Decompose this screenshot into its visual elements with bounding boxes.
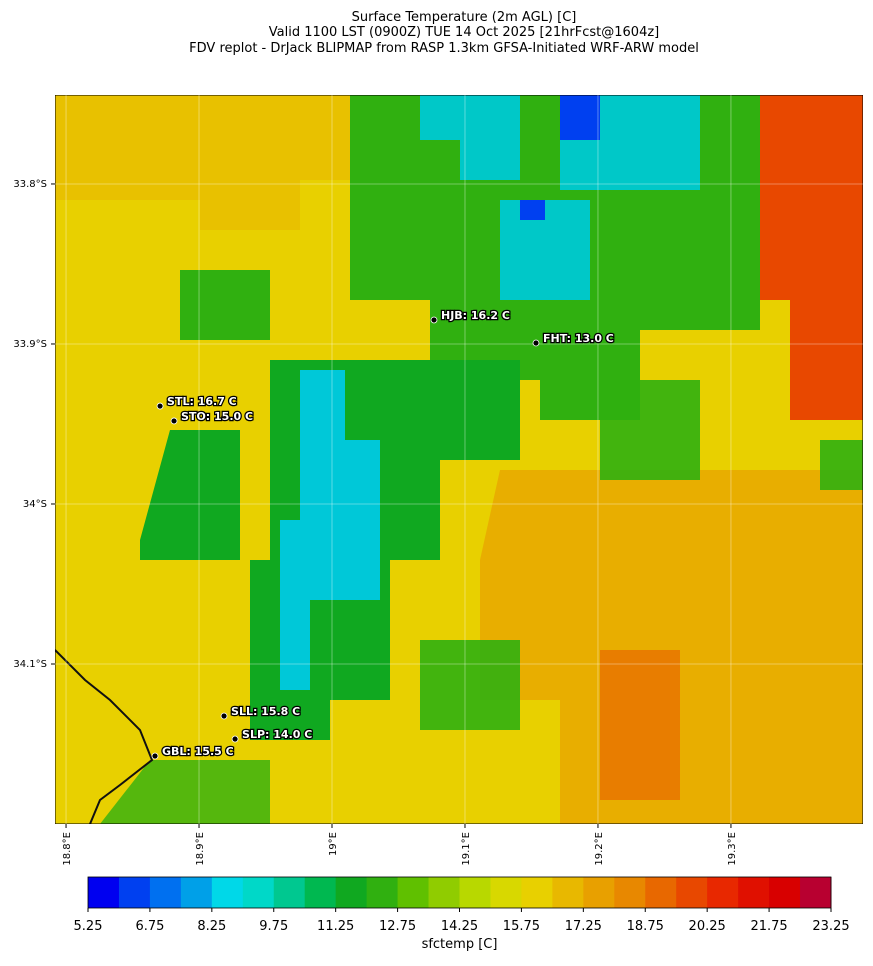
colorbar-swatch bbox=[459, 877, 491, 908]
station-label: FHT: 13.0 C bbox=[543, 332, 614, 345]
colorbar-swatch bbox=[583, 877, 615, 908]
station-marker bbox=[151, 752, 159, 760]
colorbar-swatch bbox=[490, 877, 522, 908]
colorbar-tick-label: 17.25 bbox=[565, 919, 602, 934]
colorbar-tick-label: 18.75 bbox=[627, 919, 664, 934]
title-line: Valid 1100 LST (0900Z) TUE 14 Oct 2025 [… bbox=[269, 25, 659, 40]
x-tick-label: 19.1°E bbox=[461, 832, 472, 866]
colorbar-swatch bbox=[707, 877, 739, 908]
colorbar-swatch bbox=[118, 877, 151, 908]
y-tick-label: 33.9°S bbox=[13, 339, 47, 350]
station-marker bbox=[231, 735, 239, 743]
colorbar-swatch bbox=[242, 877, 275, 908]
colorbar-swatch bbox=[428, 877, 460, 908]
colorbar-swatch bbox=[88, 877, 120, 908]
title-line: Surface Temperature (2m AGL) [C] bbox=[352, 10, 577, 25]
colorbar-tick-label: 12.75 bbox=[379, 919, 416, 934]
colorbar-swatch bbox=[149, 877, 182, 908]
colorbar-swatch bbox=[552, 877, 584, 908]
colorbar-swatch bbox=[738, 877, 770, 908]
colorbar-tick-label: 23.25 bbox=[812, 919, 849, 934]
x-tick-label: 19.3°E bbox=[727, 832, 738, 866]
y-tick-label: 34.1°S bbox=[13, 659, 47, 670]
y-tick-label: 33.8°S bbox=[13, 179, 47, 190]
colorbar-swatch bbox=[273, 877, 306, 908]
colorbar-swatch bbox=[335, 877, 368, 908]
titles: Surface Temperature (2m AGL) [C] Valid 1… bbox=[189, 10, 699, 56]
colorbar-swatch bbox=[769, 877, 801, 908]
x-tick-label: 18.9°E bbox=[195, 832, 206, 866]
colorbar-tick-label: 20.25 bbox=[689, 919, 726, 934]
x-tick-label: 19.2°E bbox=[594, 832, 605, 866]
station-label: STO: 15.0 C bbox=[181, 410, 253, 423]
colorbar-tick-label: 9.75 bbox=[259, 919, 288, 934]
colorbar-tick-label: 8.25 bbox=[197, 919, 226, 934]
station-marker bbox=[170, 417, 178, 425]
colorbar-tick-label: 11.25 bbox=[317, 919, 354, 934]
station-label: SLP: 14.0 C bbox=[242, 728, 312, 741]
colorbar-tick-label: 5.25 bbox=[74, 919, 103, 934]
colorbar-tick-label: 15.75 bbox=[503, 919, 540, 934]
colorbar-swatch bbox=[676, 877, 708, 908]
colorbar-swatch bbox=[614, 877, 646, 908]
colorbar-swatch bbox=[521, 877, 553, 908]
x-tick-label: 19°E bbox=[328, 832, 339, 856]
colorbar-tick-label: 14.25 bbox=[441, 919, 478, 934]
station-label: STL: 16.7 C bbox=[167, 395, 237, 408]
station-label: GBL: 15.5 C bbox=[162, 745, 234, 758]
colorbar-swatch bbox=[304, 877, 337, 908]
colorbar-swatch bbox=[211, 877, 244, 908]
colorbar-tick-label: 6.75 bbox=[135, 919, 164, 934]
y-tick-label: 34°S bbox=[23, 499, 47, 510]
x-tick-label: 18.8°E bbox=[62, 832, 73, 866]
temperature-field bbox=[55, 95, 863, 824]
colorbar-swatch bbox=[397, 877, 430, 908]
station-label: HJB: 16.2 C bbox=[441, 309, 510, 322]
title-line: FDV replot - DrJack BLIPMAP from RASP 1.… bbox=[189, 41, 699, 56]
station-label: SLL: 15.8 C bbox=[231, 705, 300, 718]
station-marker bbox=[156, 402, 164, 410]
colorbar-label: sfctemp [C] bbox=[422, 937, 498, 952]
colorbar-swatch bbox=[800, 877, 832, 908]
station-marker bbox=[220, 712, 228, 720]
colorbar-swatch bbox=[180, 877, 213, 908]
colorbar-swatch bbox=[366, 877, 399, 908]
station-marker bbox=[430, 316, 438, 324]
station-marker bbox=[532, 339, 540, 347]
colorbar-swatch bbox=[645, 877, 677, 908]
colorbar-tick-label: 21.75 bbox=[750, 919, 787, 934]
